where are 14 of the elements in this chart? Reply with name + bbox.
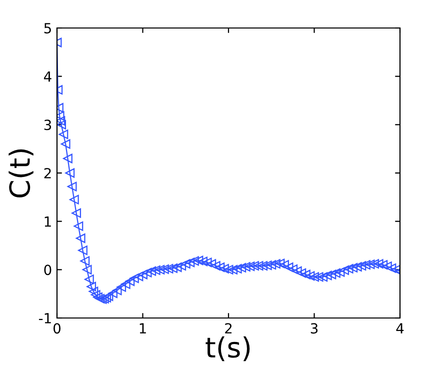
x-axis-title: t(s) [206,336,250,362]
y-tick-label: 2 [44,168,51,178]
y-axis-title: C(t) [8,149,34,198]
y-tick-label: 4 [44,71,52,82]
x-tick-label: 1 [140,323,146,334]
y-tick-label: -1 [38,313,51,324]
x-tick-label: 3 [310,323,318,334]
x-tick-label: 4 [396,323,404,334]
y-tick-label: 3 [44,120,52,130]
y-tick-label: 5 [44,23,51,34]
x-tick-label: 0 [53,323,60,334]
x-tick-label: 2 [225,323,232,334]
y-tick-label: 1 [44,216,51,227]
y-tick-label: 0 [44,264,52,276]
